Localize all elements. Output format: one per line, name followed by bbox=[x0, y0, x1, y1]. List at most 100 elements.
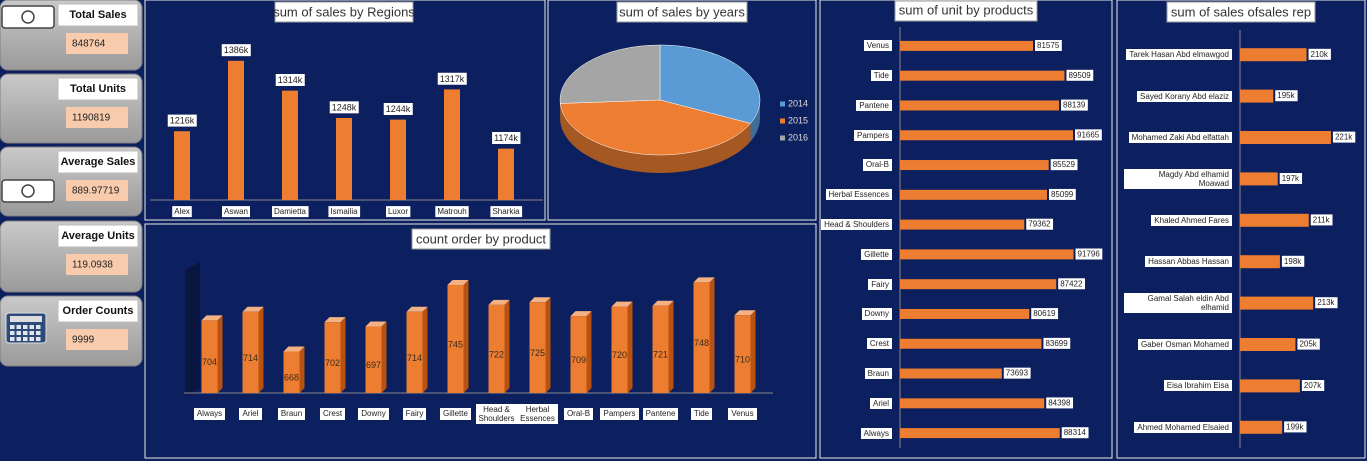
x-tick-label: Pampers bbox=[600, 408, 639, 420]
pie-side bbox=[560, 103, 751, 173]
data-label-bg bbox=[329, 101, 359, 114]
label-wrap: Herbal Essences bbox=[517, 400, 558, 428]
data-label: 88314 bbox=[1064, 428, 1087, 437]
data-label: 721 bbox=[653, 350, 668, 360]
bar bbox=[900, 100, 1060, 111]
data-label: 198k bbox=[1284, 257, 1302, 266]
label-wrap: Venus bbox=[816, 32, 892, 60]
bar bbox=[900, 189, 1047, 200]
data-label: 91796 bbox=[1078, 250, 1101, 259]
x-tick-label-box: Herbal Essences bbox=[517, 400, 558, 428]
data-label-bg bbox=[437, 72, 467, 85]
x-tick-label-bg bbox=[490, 206, 523, 218]
bar-top bbox=[570, 311, 592, 317]
data-label: 89509 bbox=[1068, 71, 1091, 80]
data-label-bg bbox=[1058, 278, 1085, 290]
calculator-icon bbox=[10, 325, 15, 329]
bar-side bbox=[340, 317, 346, 393]
label-wrap: Hassan Abbas Hassan bbox=[1124, 248, 1232, 276]
bar bbox=[283, 351, 300, 393]
data-label-bg bbox=[167, 114, 197, 127]
x-tick-label-box: Venus bbox=[722, 400, 763, 428]
bar-side bbox=[381, 321, 387, 393]
data-label-bg bbox=[1281, 255, 1305, 267]
y-tick-label-box: Ahmed Mohamed Elsaied bbox=[1124, 413, 1232, 441]
y-tick-label-box: Herbal Essences bbox=[825, 189, 892, 201]
label-wrap: Fairy bbox=[394, 400, 435, 428]
bar bbox=[529, 302, 546, 393]
bar bbox=[900, 249, 1074, 260]
x-tick-label-bg bbox=[385, 206, 411, 218]
y-tick-label-box: Sayed Korany Abd elaziz bbox=[1137, 90, 1232, 102]
bar bbox=[900, 428, 1060, 439]
bar-side bbox=[258, 306, 264, 393]
label-wrap: Eisa Ibrahim Eisa bbox=[1124, 372, 1232, 400]
bar bbox=[693, 282, 710, 393]
y-tick-label: Ariel bbox=[869, 397, 892, 409]
y-tick-label-box: Eisa Ibrahim Eisa bbox=[1124, 372, 1232, 400]
kpi-value: 848764 bbox=[72, 39, 106, 50]
kpi-value: 9999 bbox=[72, 335, 95, 346]
data-label-bg bbox=[1003, 367, 1031, 379]
x-tick-label-box: Ariel bbox=[239, 408, 262, 420]
data-label-bg bbox=[1035, 40, 1062, 52]
data-label-bg bbox=[1075, 129, 1102, 141]
x-tick-label-box: Oral-B bbox=[563, 408, 594, 420]
y-tick-label: Ahmed Mohamed Elsaied bbox=[1134, 421, 1232, 433]
bar-top bbox=[529, 297, 551, 303]
label-wrap: Gillette bbox=[435, 400, 476, 428]
chart-title: sum of sales by Regions bbox=[273, 4, 415, 19]
calculator-icon bbox=[29, 325, 34, 329]
bar bbox=[228, 60, 244, 200]
calculator-icon bbox=[36, 325, 41, 329]
y-tick-label-box: Gamal Salah eldin Abd elhamid bbox=[1124, 292, 1232, 314]
bar bbox=[1240, 420, 1283, 434]
x-tick-label: Alex bbox=[174, 207, 190, 216]
kpi-label-box bbox=[57, 3, 139, 27]
kpi-label: Order Counts bbox=[63, 305, 134, 317]
y-tick-label: Herbal Essences bbox=[825, 189, 892, 201]
bar bbox=[447, 284, 464, 393]
y-tick-label: Sayed Korany Abd elaziz bbox=[1137, 90, 1232, 102]
data-label: 1216k bbox=[170, 116, 195, 126]
bar-side bbox=[750, 310, 756, 393]
y-tick-label: Crest bbox=[866, 338, 892, 350]
label-wrap: Always bbox=[816, 419, 892, 447]
y-tick-label: Mohamed Zaki Abd elfattah bbox=[1128, 131, 1232, 144]
x-tick-label-box: Gillette bbox=[435, 400, 476, 428]
data-label: 207k bbox=[1304, 381, 1322, 390]
bar bbox=[900, 70, 1065, 81]
data-label: 748 bbox=[694, 338, 709, 348]
label-wrap: Pampers bbox=[599, 400, 640, 428]
label-wrap: Oral-B bbox=[816, 151, 892, 179]
bar bbox=[201, 320, 218, 393]
x-tick-label: Downy bbox=[358, 408, 389, 420]
calculator-icon bbox=[29, 337, 34, 341]
bar bbox=[1240, 255, 1280, 269]
bar bbox=[900, 338, 1042, 349]
y-tick-label: Hassan Abbas Hassan bbox=[1145, 256, 1232, 268]
data-label: 714 bbox=[407, 353, 422, 363]
data-label-bg bbox=[1066, 69, 1094, 81]
money-icon bbox=[1, 179, 55, 203]
y-tick-label-box: Hassan Abbas Hassan bbox=[1124, 248, 1232, 276]
label-wrap: Braun bbox=[816, 360, 892, 388]
y-tick-label: Braun bbox=[864, 367, 892, 380]
label-wrap: Ahmed Mohamed Elsaied bbox=[1124, 413, 1232, 441]
bar-top bbox=[734, 310, 756, 316]
chart-title: sum of sales ofsales rep bbox=[1171, 4, 1311, 19]
x-tick-label: Tide bbox=[690, 408, 713, 420]
label-wrap: Fairy bbox=[816, 270, 892, 298]
label-wrap: Venus bbox=[722, 400, 763, 428]
kpi-value-box bbox=[66, 254, 128, 275]
bar bbox=[1240, 131, 1331, 144]
bar bbox=[734, 315, 751, 393]
x-tick-label-box: Crest bbox=[319, 408, 346, 420]
y-tick-label-box: Venus bbox=[816, 32, 892, 60]
bar bbox=[174, 131, 190, 200]
bar-top bbox=[201, 315, 223, 321]
bar bbox=[336, 117, 352, 200]
data-label-bg bbox=[1075, 248, 1103, 260]
money-icon bbox=[1, 5, 55, 29]
data-label: 85529 bbox=[1053, 160, 1076, 169]
